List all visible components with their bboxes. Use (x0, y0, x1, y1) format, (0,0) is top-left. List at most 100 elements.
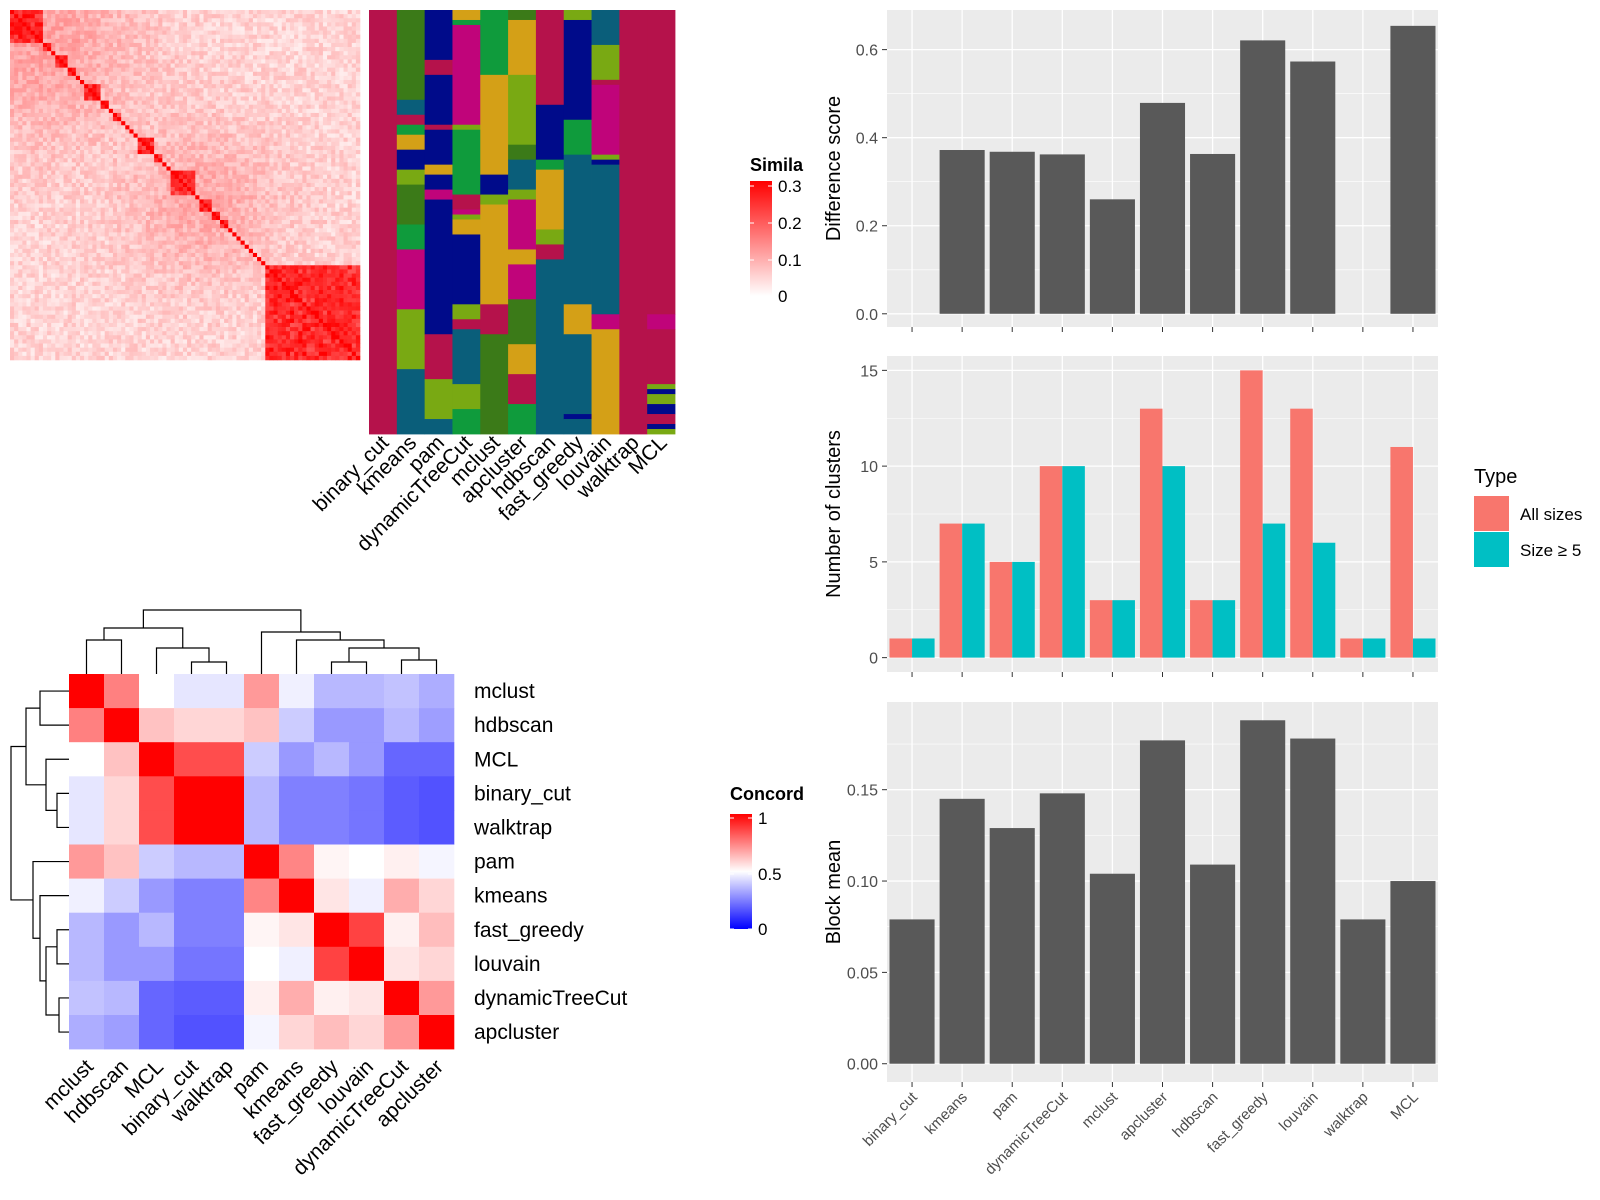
similarity-cell (224, 182, 229, 188)
similarity-cell (240, 133, 246, 138)
similarity-cell (182, 203, 188, 208)
similarity-cell (203, 129, 208, 134)
similarity-cell (150, 187, 155, 192)
similarity-cell (150, 191, 155, 196)
similarity-cell (125, 104, 130, 110)
similarity-cell (232, 63, 237, 68)
similarity-cell (14, 92, 19, 97)
similarity-cell (158, 26, 163, 31)
similarity-cell (240, 14, 246, 19)
similarity-cell (220, 195, 225, 200)
similarity-cell (121, 133, 126, 138)
similarity-cell (174, 55, 180, 60)
similarity-cell (331, 158, 336, 163)
similarity-cell (240, 224, 246, 229)
similarity-cell (331, 207, 336, 213)
similarity-cell (228, 178, 233, 184)
similarity-cell (195, 14, 200, 19)
similarity-cell (96, 51, 101, 56)
similarity-cell (215, 75, 221, 81)
similarity-cell (42, 174, 48, 180)
similarity-cell (294, 14, 299, 19)
similarity-cell (80, 240, 85, 246)
similarity-cell (294, 51, 299, 56)
similarity-cell (47, 199, 52, 204)
similarity-cell (314, 187, 320, 192)
similarity-cell (277, 18, 283, 23)
similarity-cell (322, 199, 328, 204)
similarity-cell (220, 112, 225, 118)
similarity-cell (121, 228, 126, 233)
similarity-cell (228, 51, 233, 56)
similarity-cell (244, 80, 250, 85)
similarity-cell (335, 112, 340, 118)
similarity-cell (75, 55, 81, 60)
similarity-cell (211, 47, 217, 52)
similarity-cell (281, 220, 287, 225)
similarity-cell (47, 141, 52, 147)
similarity-cell (187, 129, 192, 134)
similarity-cell (75, 75, 81, 81)
similarity-cell (285, 63, 291, 68)
similarity-cell (236, 248, 241, 254)
similarity-cell (10, 88, 15, 93)
similarity-cell (277, 150, 283, 155)
similarity-cell (314, 92, 320, 97)
similarity-cell (51, 26, 56, 31)
similarity-cell (236, 154, 241, 159)
similarity-cell (166, 240, 171, 246)
similarity-cell (96, 211, 101, 217)
similarity-cell (178, 240, 184, 246)
similarity-cell (252, 47, 258, 52)
similarity-cell (174, 145, 180, 151)
similarity-cell (145, 104, 151, 110)
similarity-cell (51, 236, 56, 241)
similarity-cell (121, 51, 126, 56)
similarity-cell (331, 30, 336, 36)
similarity-cell (145, 137, 151, 143)
similarity-cell (236, 174, 241, 180)
similarity-cell (314, 174, 320, 180)
similarity-cell (195, 224, 200, 229)
similarity-cell (191, 47, 196, 52)
similarity-cell (170, 51, 176, 56)
similarity-cell (80, 42, 85, 48)
similarity-cell (265, 59, 270, 64)
similarity-cell (133, 92, 138, 97)
similarity-cell (174, 26, 180, 31)
similarity-cell (203, 178, 208, 184)
similarity-cell (59, 224, 64, 229)
similarity-cell (302, 71, 307, 77)
similarity-cell (80, 150, 85, 155)
similarity-cell (59, 104, 64, 110)
similarity-cell (310, 108, 316, 114)
similarity-cell (71, 187, 77, 192)
similarity-cell (215, 137, 221, 143)
similarity-cell (125, 129, 130, 134)
similarity-cell (42, 215, 48, 221)
similarity-cell (10, 158, 15, 163)
similarity-cell (108, 203, 114, 208)
similarity-cell (224, 129, 229, 134)
similarity-cell (14, 108, 19, 114)
similarity-cell (63, 195, 68, 200)
similarity-cell (199, 199, 204, 204)
similarity-cell (121, 30, 126, 36)
similarity-cell (170, 55, 176, 60)
similarity-cell (10, 207, 15, 213)
similarity-cell (306, 96, 311, 101)
similarity-cell (145, 30, 151, 36)
similarity-cell (203, 195, 208, 200)
similarity-cell (38, 88, 44, 93)
similarity-cell (133, 187, 138, 192)
similarity-cell (298, 47, 303, 52)
similarity-cell (306, 158, 311, 163)
similarity-cell (351, 59, 357, 64)
similarity-cell (343, 166, 348, 171)
similarity-cell (174, 187, 180, 192)
similarity-cell (191, 224, 196, 229)
similarity-cell (30, 211, 36, 217)
similarity-cell (281, 195, 287, 200)
similarity-cell (170, 137, 176, 143)
similarity-cell (42, 108, 48, 114)
